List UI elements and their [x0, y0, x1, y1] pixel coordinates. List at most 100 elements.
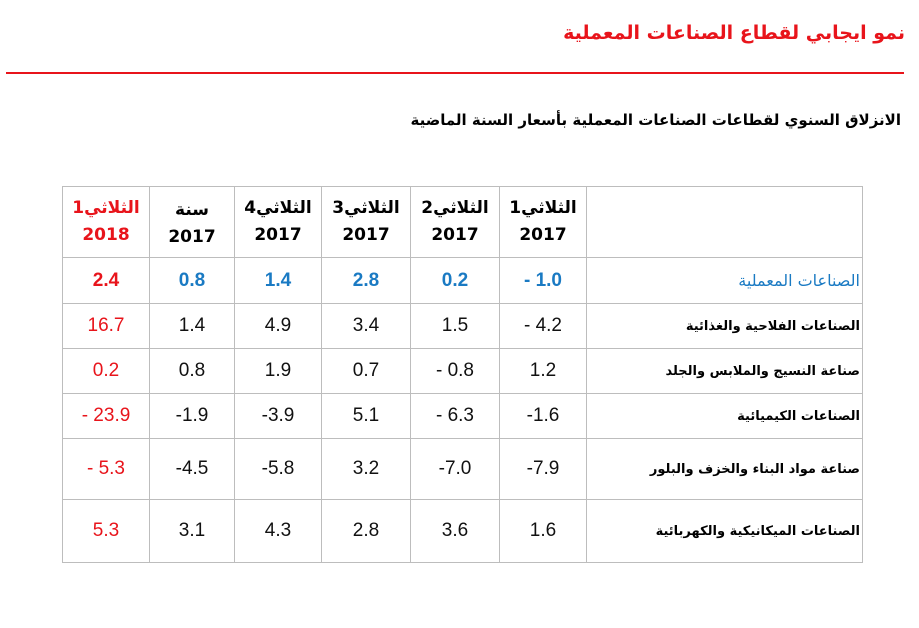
cell-value: 1.5 — [441, 315, 469, 336]
table-cell: -1.6 — [499, 393, 587, 439]
header-corner — [586, 186, 863, 258]
cell-value: 1.2 — [529, 360, 557, 381]
cell-value: - 6.3 — [435, 405, 475, 426]
cell-value: 2.8 — [352, 520, 380, 541]
header-period: الثلاثي3 — [332, 198, 400, 218]
table-cell: 1.6 — [499, 499, 587, 563]
table-cell: 0.2 — [410, 257, 500, 304]
column-header: الثلاثي3 2017 — [321, 186, 411, 258]
table-cell: 1.4 — [149, 303, 235, 349]
cell-value: 0.8 — [178, 269, 206, 291]
cell-value: 5.1 — [352, 405, 380, 426]
cell-value: - 23.9 — [81, 405, 131, 426]
cell-value: 4.3 — [264, 520, 292, 541]
table-cell: 5.3 — [62, 499, 150, 563]
header-period: الثلاثي4 — [244, 198, 312, 218]
column-header: الثلاثي4 2017 — [234, 186, 322, 258]
cell-value: -4.5 — [175, 458, 209, 479]
cell-value: - 4.2 — [523, 315, 563, 336]
table-cell: - 6.3 — [410, 393, 500, 439]
cell-value: 3.2 — [352, 458, 380, 479]
cell-value: 1.9 — [264, 360, 292, 381]
table-cell: 3.6 — [410, 499, 500, 563]
cell-value: 0.7 — [352, 360, 380, 381]
table-cell: 5.1 — [321, 393, 411, 439]
cell-value: - 1.0 — [523, 269, 563, 291]
table-cell: - 5.3 — [62, 438, 150, 500]
cell-value: -7.0 — [438, 458, 472, 479]
cell-value: 3.1 — [178, 520, 206, 541]
cell-value: 0.8 — [178, 360, 206, 381]
header-year: 2017 — [431, 225, 479, 245]
header-row: الثلاثي1 2017 الثلاثي2 2017 الثلاثي3 201… — [62, 186, 863, 258]
cell-value: 3.4 — [352, 315, 380, 336]
column-header: الثلاثي2 2017 — [410, 186, 500, 258]
row-label: الصناعات الكيميائية — [586, 393, 863, 439]
cell-value: -7.9 — [526, 458, 560, 479]
page-title: نمو ايجابي لقطاع الصناعات المعملية — [563, 22, 905, 44]
table-cell: - 4.2 — [499, 303, 587, 349]
header-period: سنة 2017 — [168, 200, 216, 247]
table-cell: 2.4 — [62, 257, 150, 304]
table-cell: 1.2 — [499, 348, 587, 394]
cell-value: -1.6 — [526, 405, 560, 426]
cell-value: - 5.3 — [86, 458, 126, 479]
table-cell: 0.8 — [149, 348, 235, 394]
table-cell: 1.4 — [234, 257, 322, 304]
header-year: 2017 — [254, 225, 302, 245]
table-cell: 1.9 — [234, 348, 322, 394]
column-header: سنة 2017 — [149, 186, 235, 258]
header-year: 2018 — [82, 225, 130, 245]
table-cell: 4.3 — [234, 499, 322, 563]
cell-value: 1.4 — [264, 269, 292, 291]
header-period: الثلاثي1 — [509, 198, 577, 218]
row-label: الصناعات الفلاحية والغذائية — [586, 303, 863, 349]
cell-value: -5.8 — [261, 458, 295, 479]
column-header: الثلاثي1 2018 — [62, 186, 150, 258]
cell-value: 16.7 — [87, 315, 125, 336]
header-period: الثلاثي1 — [72, 198, 140, 218]
table-cell: 3.4 — [321, 303, 411, 349]
table-cell: 0.7 — [321, 348, 411, 394]
industry-growth-table: الثلاثي1 2017 الثلاثي2 2017 الثلاثي3 201… — [62, 186, 863, 563]
row-label: صناعة مواد البناء والخزف والبلور — [586, 438, 863, 500]
title-divider — [6, 72, 904, 74]
table-row: الصناعات المعملية - 1.0 0.2 2.8 1.4 0.8 … — [62, 257, 863, 304]
cell-value: 5.3 — [92, 520, 120, 541]
cell-value: 1.4 — [178, 315, 206, 336]
table-cell: - 0.8 — [410, 348, 500, 394]
table-cell: 3.2 — [321, 438, 411, 500]
table-cell: 2.8 — [321, 257, 411, 304]
table-cell: -5.8 — [234, 438, 322, 500]
cell-value: 4.9 — [264, 315, 292, 336]
table-cell: -1.9 — [149, 393, 235, 439]
table-row: الصناعات الفلاحية والغذائية - 4.2 1.5 3.… — [62, 303, 863, 349]
table-caption: الانزلاق السنوي لقطاعات الصناعات المعملي… — [410, 111, 902, 129]
row-label: الصناعات المعملية — [586, 257, 863, 304]
table-row: الصناعات الميكانيكية والكهربائية 1.6 3.6… — [62, 499, 863, 563]
table-cell: -3.9 — [234, 393, 322, 439]
cell-value: -3.9 — [261, 405, 295, 426]
header-year: 2017 — [342, 225, 390, 245]
table-cell: 3.1 — [149, 499, 235, 563]
header-year: 2017 — [519, 225, 567, 245]
column-header: الثلاثي1 2017 — [499, 186, 587, 258]
row-label: صناعة النسيج والملابس والجلد — [586, 348, 863, 394]
cell-value: 0.2 — [92, 360, 120, 381]
table-cell: 0.8 — [149, 257, 235, 304]
cell-value: - 0.8 — [435, 360, 475, 381]
table-cell: - 23.9 — [62, 393, 150, 439]
header-period: الثلاثي2 — [421, 198, 489, 218]
table-cell: 1.5 — [410, 303, 500, 349]
cell-value: 0.2 — [441, 269, 469, 291]
table-row: صناعة مواد البناء والخزف والبلور -7.9 -7… — [62, 438, 863, 500]
row-label: الصناعات الميكانيكية والكهربائية — [586, 499, 863, 563]
table-cell: -7.9 — [499, 438, 587, 500]
table-row: صناعة النسيج والملابس والجلد 1.2 - 0.8 0… — [62, 348, 863, 394]
cell-value: 1.6 — [529, 520, 557, 541]
table-cell: 2.8 — [321, 499, 411, 563]
cell-value: 2.8 — [352, 269, 380, 291]
table-cell: -4.5 — [149, 438, 235, 500]
table-row: الصناعات الكيميائية -1.6 - 6.3 5.1 -3.9 … — [62, 393, 863, 439]
cell-value: 2.4 — [92, 269, 120, 291]
